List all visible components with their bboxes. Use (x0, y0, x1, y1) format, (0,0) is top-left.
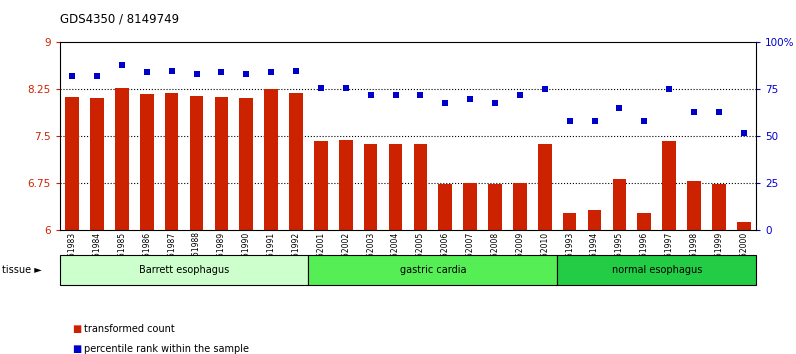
Text: ■: ■ (72, 324, 81, 334)
Point (166, 68, 178, 74)
Point (240, 72, 252, 77)
Point (439, 100, 451, 105)
Bar (264, 89, 278, 230)
Point (91, 73, 103, 79)
Point (663, 86, 676, 92)
Text: transformed count: transformed count (84, 324, 174, 334)
Bar (513, 183, 527, 230)
Point (140, 70, 153, 75)
Bar (463, 183, 477, 230)
Text: gastric cardia: gastric cardia (400, 265, 466, 275)
Bar (65, 97, 79, 230)
Bar (563, 213, 576, 230)
Text: normal esophagus: normal esophagus (611, 265, 702, 275)
Point (365, 92, 377, 98)
Bar (364, 144, 377, 230)
Bar (587, 210, 601, 230)
Bar (439, 184, 452, 230)
Point (339, 85, 352, 90)
Point (712, 109, 725, 115)
Bar (90, 98, 103, 230)
Point (314, 85, 327, 90)
Point (290, 68, 302, 74)
Bar (339, 140, 353, 230)
Point (737, 130, 750, 135)
Bar (638, 213, 651, 230)
Bar (289, 93, 302, 230)
Point (66, 73, 79, 79)
Bar (314, 141, 328, 230)
Point (613, 105, 626, 111)
Point (215, 70, 228, 75)
Point (688, 109, 700, 115)
Bar (388, 144, 402, 230)
Bar (115, 87, 129, 230)
Bar (737, 222, 751, 230)
Bar (662, 141, 676, 230)
Bar (687, 181, 700, 230)
Bar (712, 184, 726, 230)
Bar (189, 96, 203, 230)
Text: ■: ■ (72, 344, 81, 354)
Point (564, 119, 576, 124)
Bar (488, 184, 501, 230)
Bar (538, 144, 552, 230)
Point (115, 62, 128, 68)
Bar (240, 97, 253, 230)
Point (513, 92, 526, 98)
Point (414, 92, 427, 98)
Text: percentile rank within the sample: percentile rank within the sample (84, 344, 248, 354)
Text: tissue ►: tissue ► (2, 265, 41, 275)
Point (638, 119, 650, 124)
Bar (165, 93, 178, 230)
Point (190, 72, 203, 77)
Text: Barrett esophagus: Barrett esophagus (139, 265, 229, 275)
Text: GDS4350 / 8149749: GDS4350 / 8149749 (60, 12, 179, 25)
Point (265, 70, 278, 75)
Bar (613, 179, 626, 230)
Point (489, 100, 501, 105)
Point (538, 86, 551, 92)
Point (588, 119, 601, 124)
Bar (414, 144, 427, 230)
Point (389, 92, 402, 98)
Bar (215, 97, 228, 230)
Bar (140, 95, 154, 230)
Point (464, 96, 477, 102)
